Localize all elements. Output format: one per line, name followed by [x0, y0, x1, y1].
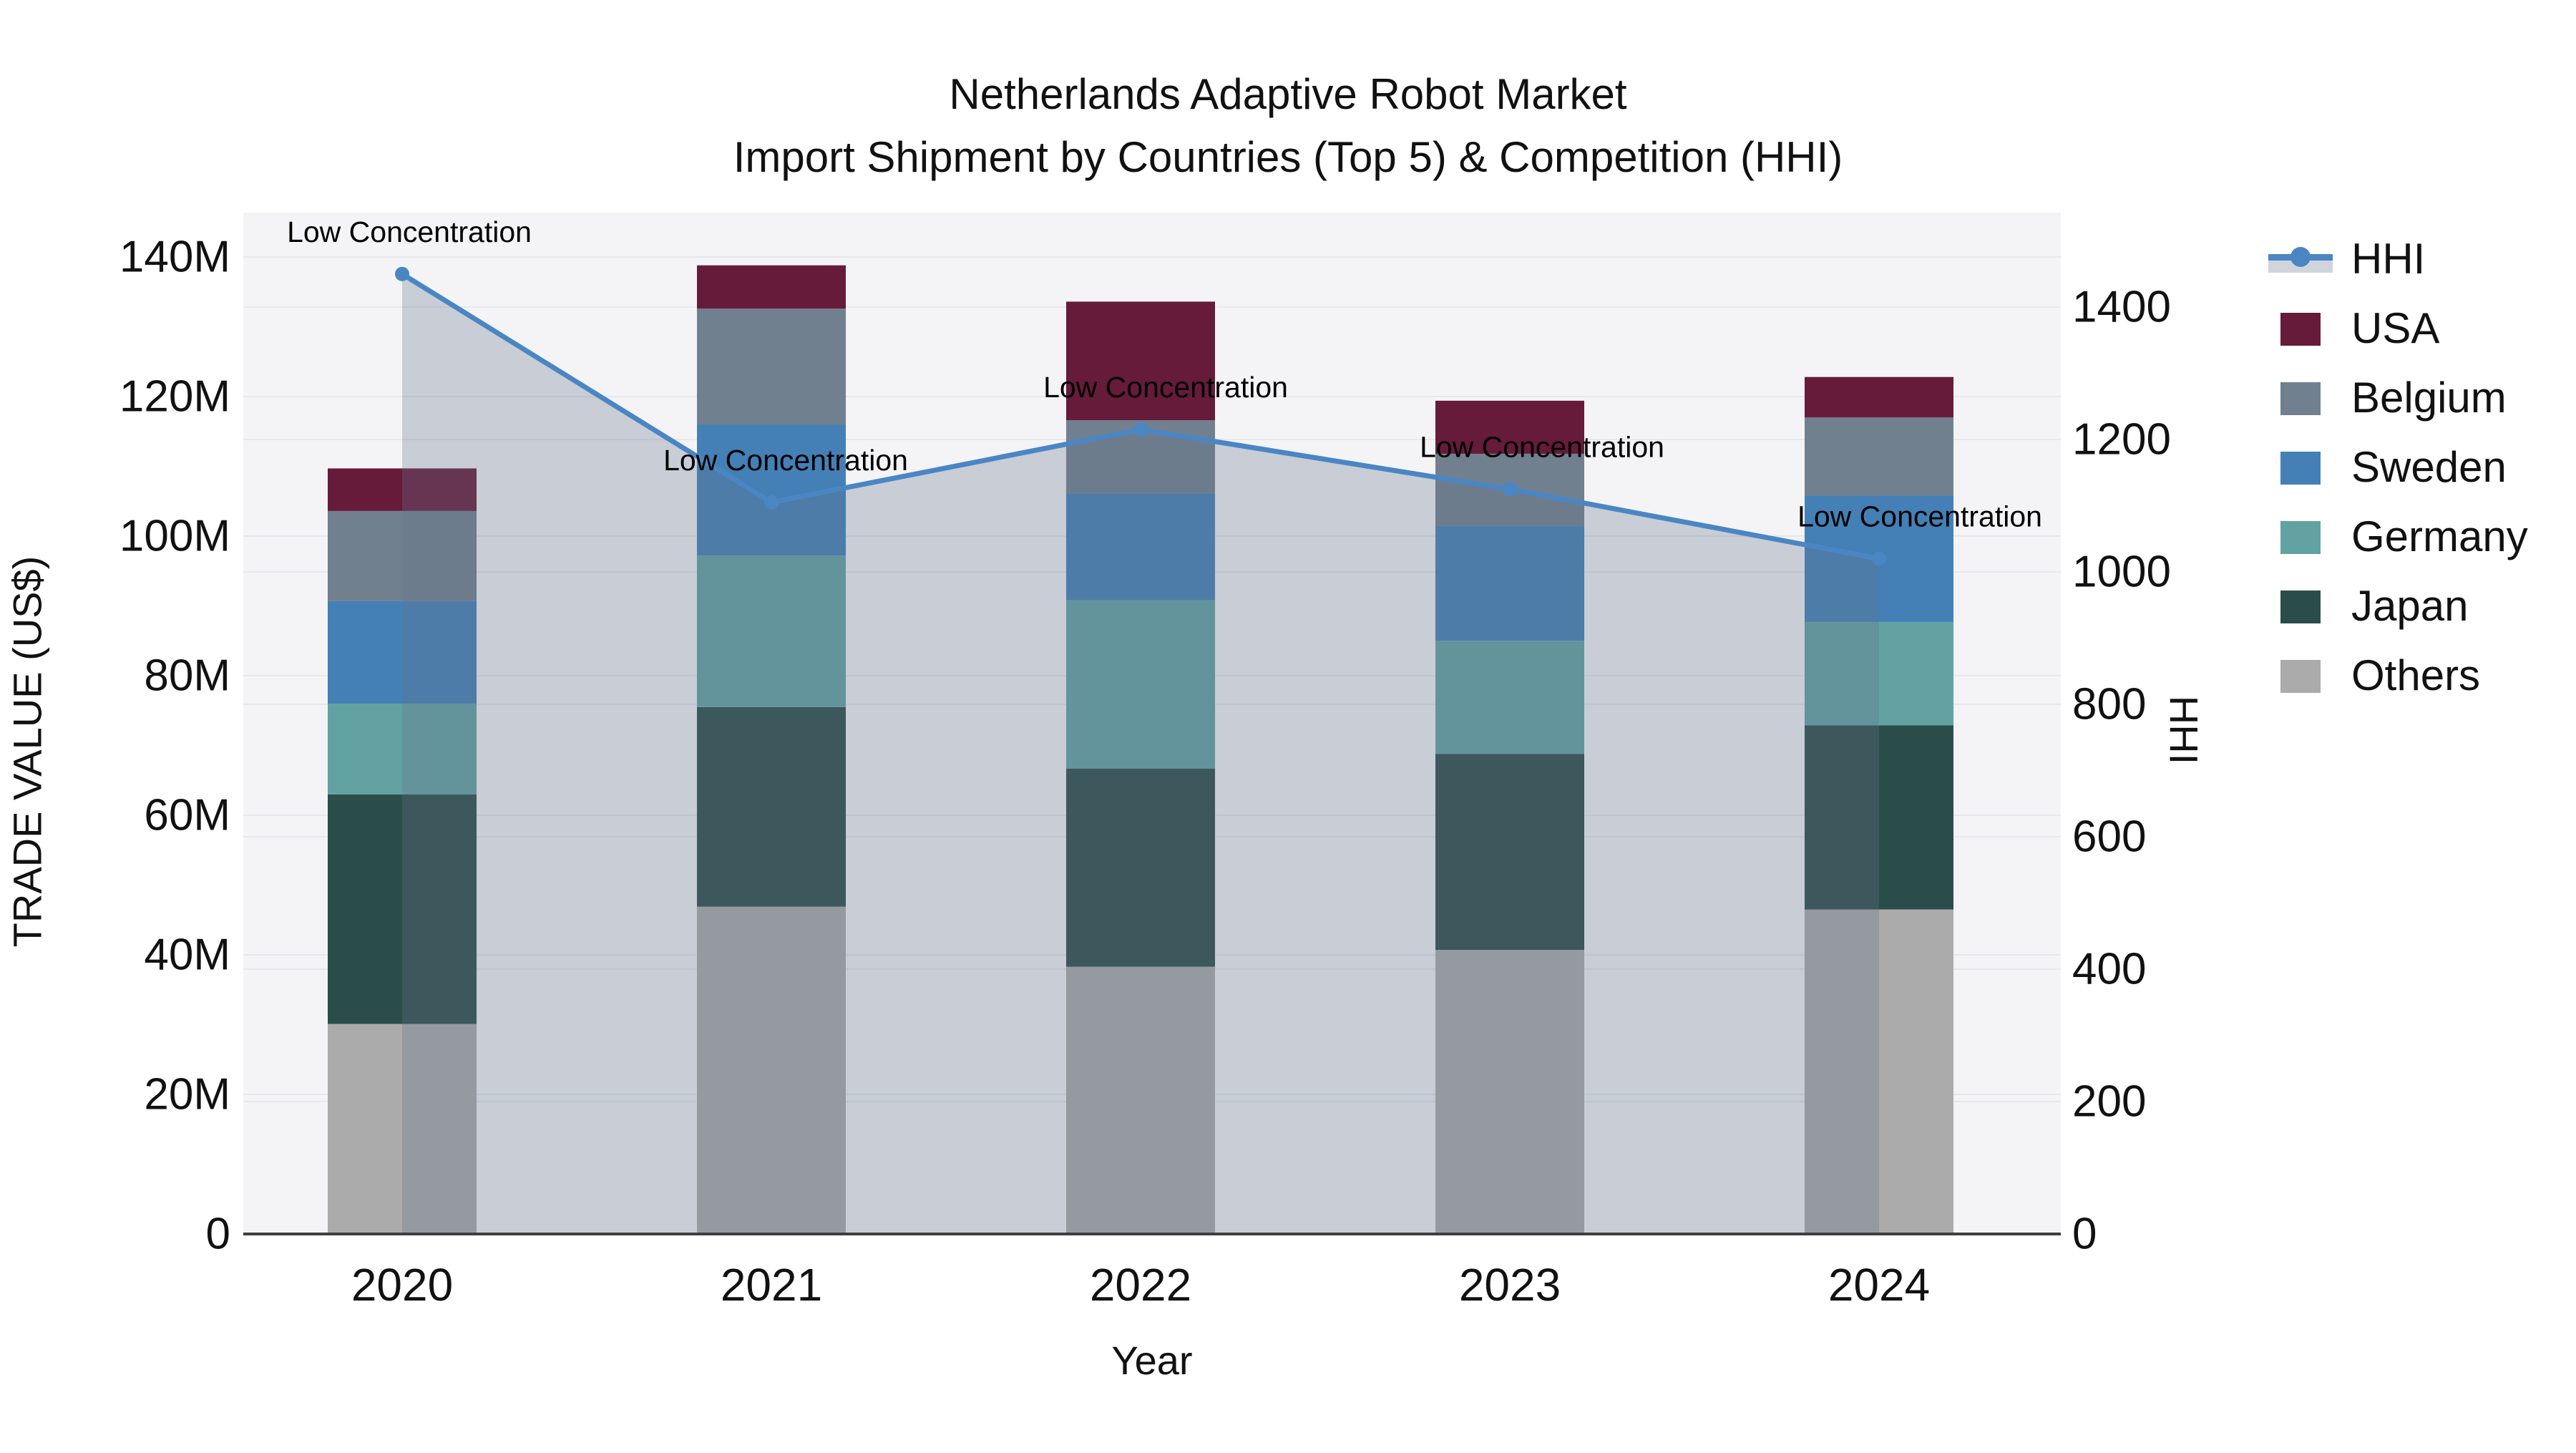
right-tick-label: 0 — [2072, 1210, 2097, 1259]
x-tick-label-2022: 2022 — [1090, 1259, 1191, 1311]
right-tick-label: 600 — [2072, 812, 2146, 862]
bar-segment-usa-2023 — [1435, 400, 1584, 454]
legend-item-others[interactable]: Others — [2268, 641, 2528, 710]
bar-segment-usa-2022 — [1066, 301, 1215, 421]
annotation-low-concentration-2022: Low Concentration — [1043, 371, 1288, 404]
bar-segment-germany-2024 — [1805, 621, 1953, 726]
sweden-swatch-icon — [2268, 449, 2333, 485]
bar-segment-japan-2021 — [697, 706, 846, 907]
legend-item-usa[interactable]: USA — [2268, 293, 2528, 363]
bar-segment-belgium-2020 — [328, 510, 477, 601]
left-tick-label: 100M — [119, 512, 230, 561]
bar-segment-japan-2023 — [1435, 754, 1584, 951]
right-tick-label: 1200 — [2072, 415, 2171, 465]
legend-label: Belgium — [2351, 374, 2507, 422]
bar-segment-usa-2021 — [697, 265, 846, 309]
left-tick-label: 140M — [119, 233, 230, 282]
bar-segment-others-2023 — [1435, 950, 1584, 1234]
chart-title-line2: Import Shipment by Countries (Top 5) & C… — [733, 133, 1843, 181]
legend-item-sweden[interactable]: Sweden — [2268, 432, 2528, 502]
hhi-line-legend-icon — [2268, 241, 2333, 277]
japan-swatch-icon — [2268, 588, 2333, 624]
hhi-marker-2024 — [1872, 551, 1886, 566]
right-tick-label: 200 — [2072, 1077, 2146, 1127]
left-tick-label: 80M — [144, 651, 230, 701]
annotation-low-concentration-2023: Low Concentration — [1420, 430, 1664, 463]
bar-segment-belgium-2024 — [1805, 417, 1953, 496]
bar-segment-sweden-2020 — [328, 601, 477, 704]
bar-segment-sweden-2023 — [1435, 525, 1584, 641]
bar-segment-others-2022 — [1066, 966, 1215, 1234]
hhi-area-fill — [402, 273, 1879, 1234]
bar-segment-germany-2022 — [1066, 600, 1215, 769]
right-tick-label: 400 — [2072, 945, 2146, 994]
hhi-marker-2021 — [764, 495, 779, 510]
chart-legend: HHI USA Belgium Sweden Germany Japan Others — [2268, 224, 2528, 710]
hhi-marker-2020 — [395, 266, 409, 281]
legend-item-belgium[interactable]: Belgium — [2268, 363, 2528, 432]
left-tick-label: 60M — [144, 791, 230, 840]
usa-swatch-icon — [2268, 311, 2333, 346]
left-axis-title: TRADE VALUE (US$) — [4, 555, 50, 948]
legend-label: Others — [2351, 651, 2481, 699]
belgium-swatch-icon — [2268, 380, 2333, 416]
legend-item-germany[interactable]: Germany — [2268, 502, 2528, 571]
bar-segment-others-2024 — [1805, 909, 1953, 1234]
legend-label: Sweden — [2351, 443, 2507, 491]
bar-segment-usa-2024 — [1805, 376, 1953, 418]
annotation-low-concentration-2020: Low Concentration — [287, 215, 532, 248]
right-tick-label: 1000 — [2072, 548, 2171, 597]
color-swatch — [2280, 382, 2321, 415]
legend-hhi-dot — [2290, 246, 2311, 267]
x-tick-label-2020: 2020 — [351, 1259, 453, 1311]
color-swatch — [2280, 590, 2321, 623]
bar-segment-japan-2022 — [1066, 768, 1215, 967]
right-tick-label: 1400 — [2072, 283, 2171, 332]
bar-segment-usa-2020 — [328, 468, 477, 511]
legend-item-hhi[interactable]: HHI — [2268, 224, 2528, 293]
annotation-low-concentration-2024: Low Concentration — [1797, 500, 2042, 533]
chart-title-line1: Netherlands Adaptive Robot Market — [949, 70, 1627, 118]
left-tick-label: 40M — [144, 930, 230, 980]
bar-segment-germany-2021 — [697, 555, 846, 707]
color-swatch — [2280, 451, 2321, 485]
right-tick-label: 800 — [2072, 680, 2146, 729]
color-swatch — [2280, 520, 2321, 554]
left-tick-label: 0 — [206, 1210, 230, 1259]
legend-label: Germany — [2351, 512, 2528, 560]
x-axis-title: Year — [1111, 1338, 1193, 1383]
legend-label: USA — [2351, 304, 2440, 352]
left-tick-label: 120M — [119, 372, 230, 422]
germany-swatch-icon — [2268, 519, 2333, 555]
hhi-marker-2022 — [1133, 422, 1148, 437]
color-swatch — [2280, 659, 2321, 693]
legend-label: HHI — [2351, 235, 2426, 283]
legend-item-japan[interactable]: Japan — [2268, 571, 2528, 641]
annotation-low-concentration-2021: Low Concentration — [663, 444, 908, 477]
x-tick-label-2023: 2023 — [1459, 1259, 1561, 1311]
color-swatch — [2280, 312, 2321, 346]
legend-label: Japan — [2351, 582, 2469, 630]
x-tick-label-2024: 2024 — [1828, 1259, 1930, 1311]
bar-segment-sweden-2022 — [1066, 493, 1215, 601]
others-swatch-icon — [2268, 658, 2333, 694]
x-tick-label-2021: 2021 — [721, 1259, 822, 1311]
bar-segment-belgium-2021 — [697, 308, 846, 424]
right-axis-title: HHI — [2161, 695, 2207, 765]
bar-segment-germany-2023 — [1435, 641, 1584, 754]
bar-segment-japan-2020 — [328, 794, 477, 1024]
left-tick-label: 20M — [144, 1070, 230, 1119]
bar-segment-germany-2020 — [328, 704, 477, 794]
bar-segment-others-2021 — [697, 906, 846, 1234]
hhi-marker-2023 — [1503, 482, 1517, 497]
bar-segment-japan-2024 — [1805, 725, 1953, 910]
bar-segment-others-2020 — [328, 1024, 477, 1234]
